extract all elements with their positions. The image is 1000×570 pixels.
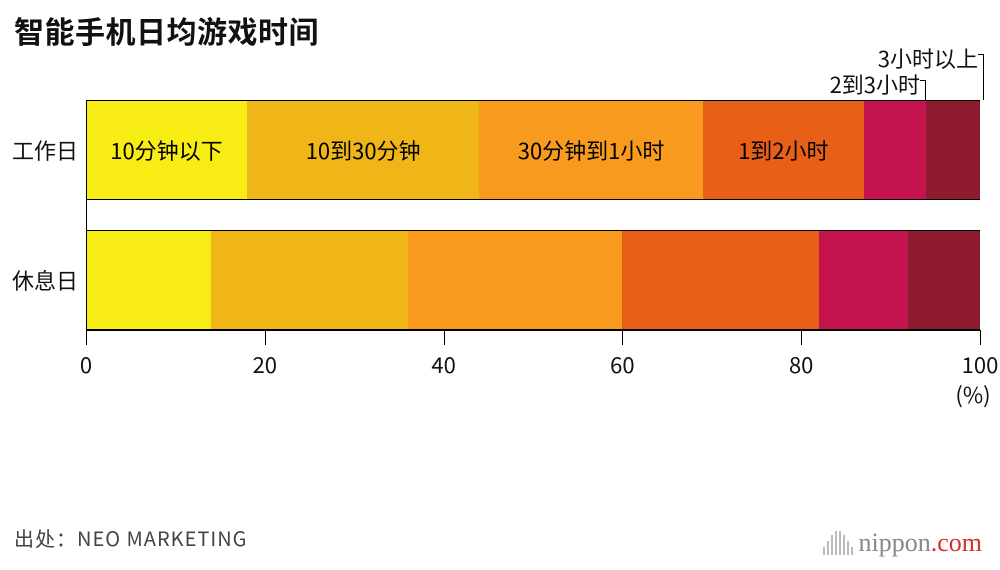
- callout-line: [925, 80, 926, 100]
- bar-segment: 30分钟到1小时: [479, 101, 703, 199]
- bar-segment: [908, 231, 980, 329]
- bar-segment: [622, 231, 819, 329]
- segment-label: 1到2小时: [738, 134, 828, 166]
- x-axis-unit-2: (%): [955, 378, 990, 410]
- source-attribution: 出处：NEO MARKETING: [14, 523, 247, 552]
- site-logo: nippon.com: [823, 528, 983, 558]
- logo-text: nippon.com: [859, 528, 983, 558]
- y-axis-label: 工作日: [12, 134, 86, 166]
- x-axis-line: [86, 330, 980, 331]
- bar-segment: [408, 231, 623, 329]
- logo-icon: [823, 531, 853, 555]
- y-axis-line: [86, 100, 87, 331]
- bar-segment: 1到2小时: [703, 101, 864, 199]
- segment-label: 10到30分钟: [306, 134, 421, 166]
- bar-row-workday: 工作日 10分钟以下 10到30分钟 30分钟到1小时 1到2小时: [86, 100, 980, 200]
- bar-segment: [926, 101, 980, 199]
- chart-title: 智能手机日均游戏时间: [14, 8, 319, 52]
- chart-plot: 工作日 10分钟以下 10到30分钟 30分钟到1小时 1到2小时 休息日: [86, 100, 980, 395]
- bar-segment: [211, 231, 408, 329]
- y-axis-label: 休息日: [12, 264, 86, 296]
- callout-line: [983, 54, 984, 100]
- segment-label: 30分钟到1小时: [518, 134, 665, 166]
- segment-label: 10分钟以下: [110, 134, 222, 166]
- bar-segment: [819, 231, 908, 329]
- bar-segment: [864, 101, 927, 199]
- bar-segment: 10到30分钟: [247, 101, 479, 199]
- bar-segment: 10分钟以下: [86, 101, 247, 199]
- bar-segment: [86, 231, 211, 329]
- bar-row-holiday: 休息日: [86, 230, 980, 330]
- callout-gt3: 3小时以上: [878, 42, 978, 74]
